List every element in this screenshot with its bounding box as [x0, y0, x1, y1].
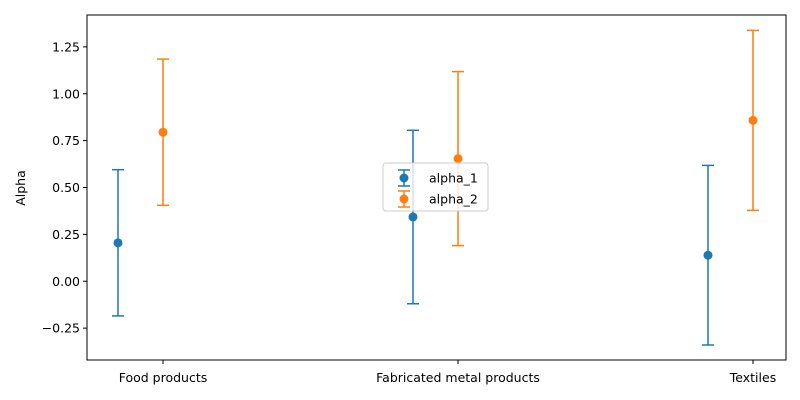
x-tick-label: Food products [119, 370, 208, 385]
y-tick-label: 0.75 [52, 133, 80, 148]
y-tick-label: 1.00 [52, 86, 80, 101]
data-point-alpha_2 [453, 154, 463, 164]
legend-box [382, 162, 489, 212]
data-point-alpha_1 [703, 250, 713, 260]
x-tick-label: Textiles [729, 370, 776, 385]
data-point-alpha_2 [748, 115, 758, 125]
y-tick-label: 0.00 [52, 274, 80, 289]
legend-marker-alpha_2 [399, 194, 409, 204]
legend-label-alpha_1: alpha_1 [429, 171, 478, 186]
y-tick-label: 0.50 [52, 180, 80, 195]
y-tick-label: 1.25 [52, 39, 80, 54]
y-axis-label: Alpha [13, 170, 28, 206]
x-axis-ticks: Food products Fabricated metal products Te… [119, 360, 776, 385]
y-axis-ticks: −0.25 0.00 0.25 0.50 0.75 1.00 1.25 [42, 39, 87, 336]
data-point-alpha_1 [408, 212, 418, 222]
y-tick-label: −0.25 [42, 321, 80, 336]
legend-marker-alpha_1 [399, 173, 409, 183]
data-point-alpha_2 [158, 127, 168, 137]
data-point-alpha_1 [113, 238, 123, 248]
legend: alpha_1 alpha_2 [382, 162, 489, 212]
data-marks [112, 29, 759, 346]
y-tick-label: 0.25 [52, 227, 80, 242]
legend-label-alpha_2: alpha_2 [429, 192, 478, 207]
x-tick-label: Fabricated metal products [376, 370, 540, 385]
